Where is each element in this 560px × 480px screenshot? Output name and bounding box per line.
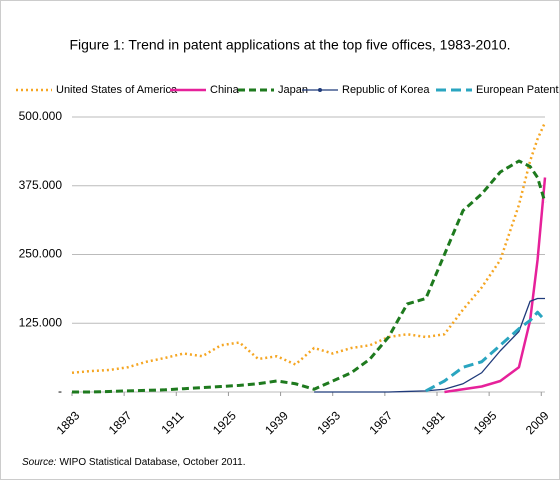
- source-label: Source:: [22, 457, 57, 468]
- source-note: Source: WIPO Statistical Database, Octobe…: [22, 457, 245, 468]
- y-tick-label: -: [58, 384, 62, 398]
- legend-label: European Patent Office: [476, 84, 560, 96]
- source-text: WIPO Statistical Database, October 2011.: [59, 457, 245, 468]
- series-line: [71, 121, 547, 374]
- chart-title: Figure 1: Trend in patent applications a…: [69, 37, 510, 53]
- legend-label: Republic of Korea: [342, 84, 430, 96]
- y-tick-label: 125.000: [19, 315, 63, 329]
- y-tick-label: 250.000: [19, 247, 63, 261]
- legend-marker: [318, 88, 322, 92]
- series-line: [314, 297, 545, 393]
- legend-label: United States of America: [56, 84, 178, 96]
- series-line: [444, 177, 547, 394]
- legend-label: China: [210, 84, 240, 96]
- legend-label: Japan: [278, 84, 308, 96]
- y-tick-label: 500.000: [19, 109, 63, 123]
- series-line: [72, 159, 547, 394]
- y-tick-label: 375.000: [19, 178, 63, 192]
